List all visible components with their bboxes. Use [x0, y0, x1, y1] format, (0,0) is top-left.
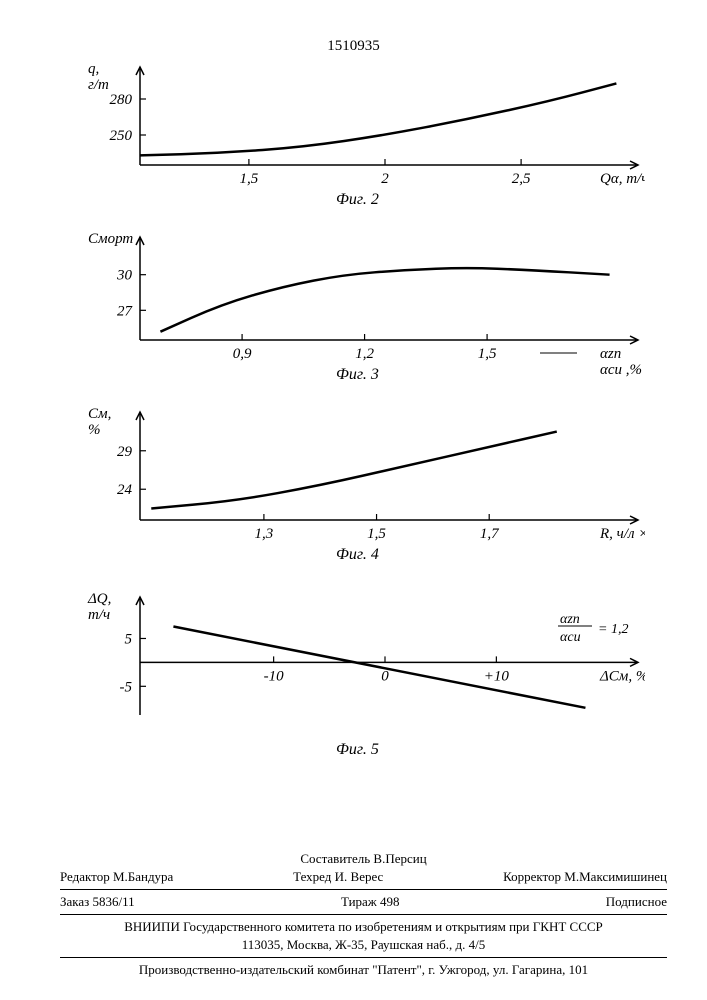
svg-text:αси: αси — [560, 630, 581, 645]
chart-fig4: 24 29 1,3 1,5 1,7 Cм,% R, ч/л × 10⁴ Фиг. 4 — [85, 400, 645, 565]
footer-circulation: Тираж 498 — [341, 894, 400, 910]
svg-text:1,2: 1,2 — [355, 346, 374, 362]
svg-text:т/ч: т/ч — [88, 607, 110, 623]
svg-text:-5: -5 — [120, 679, 133, 695]
svg-text:αzп: αzп — [560, 612, 580, 627]
footer-printer: Производственно-издательский комбинат "П… — [60, 962, 667, 978]
svg-text:Cморт: Cморт — [88, 231, 133, 247]
svg-text:Фиг. 4: Фиг. 4 — [336, 546, 379, 563]
chart-fig5: -5 5 -10 0 +10 ΔQ,т/ч ΔCм, % Фиг. 5 αzп αси = 1,2 — [85, 585, 645, 760]
svg-text:27: 27 — [117, 303, 134, 319]
footer-divider — [60, 914, 667, 915]
svg-text:2: 2 — [381, 171, 389, 187]
svg-text:R, ч/л × 10⁴: R, ч/л × 10⁴ — [599, 526, 645, 542]
svg-text:Фиг. 5: Фиг. 5 — [336, 741, 379, 758]
svg-text:= 1,2: = 1,2 — [598, 622, 628, 637]
footer-compiler: Составитель В.Персиц — [60, 851, 667, 867]
svg-text:1,5: 1,5 — [240, 171, 259, 187]
page-number: 1510935 — [0, 38, 707, 55]
svg-text:ΔQ,: ΔQ, — [87, 591, 111, 607]
svg-text:1,7: 1,7 — [480, 526, 500, 542]
svg-text:г/т: г/т — [88, 77, 109, 93]
footer-org2: 113035, Москва, Ж-35, Раушская наб., д. … — [60, 937, 667, 953]
footer-techred: Техред И. Верес — [293, 869, 383, 885]
svg-text:5: 5 — [125, 631, 133, 647]
svg-text:Qα, т/ч: Qα, т/ч — [600, 171, 645, 187]
svg-text:ΔCм, %: ΔCм, % — [599, 668, 645, 684]
svg-text:αси ,%: αси ,% — [600, 362, 642, 378]
svg-text:0: 0 — [381, 668, 389, 684]
chart-fig2: 250 280 1,5 2 2,5 q,г/т Qα, т/ч Фиг. 2 — [85, 55, 645, 210]
footer-block: Составитель В.Персиц Редактор М.Бандура … — [60, 849, 667, 980]
svg-text:24: 24 — [117, 482, 133, 498]
svg-text:1,3: 1,3 — [255, 526, 274, 542]
footer-divider — [60, 889, 667, 890]
svg-text:280: 280 — [110, 92, 133, 108]
svg-text:Фиг. 2: Фиг. 2 — [336, 191, 379, 208]
svg-text:q,: q, — [88, 61, 99, 77]
footer-org1: ВНИИПИ Государственного комитета по изоб… — [60, 919, 667, 935]
footer-order: Заказ 5836/11 — [60, 894, 135, 910]
svg-text:250: 250 — [110, 128, 133, 144]
svg-text:2,5: 2,5 — [512, 171, 531, 187]
svg-text:30: 30 — [116, 268, 133, 284]
svg-text:αzп: αzп — [600, 346, 621, 362]
svg-text:+10: +10 — [484, 668, 510, 684]
footer-divider — [60, 957, 667, 958]
chart-fig3: 27 30 0,9 1,2 1,5 Cморт αzпαси ,% Фиг. 3 — [85, 225, 645, 385]
svg-text:1,5: 1,5 — [478, 346, 497, 362]
svg-text:-10: -10 — [264, 668, 284, 684]
svg-text:0,9: 0,9 — [233, 346, 252, 362]
svg-text:Cм,: Cм, — [88, 406, 111, 422]
svg-text:%: % — [88, 422, 101, 438]
svg-text:1,5: 1,5 — [367, 526, 386, 542]
footer-subscription: Подписное — [606, 894, 667, 910]
footer-corrector: Корректор М.Максимишинец — [503, 869, 667, 885]
footer-editor: Редактор М.Бандура — [60, 869, 173, 885]
svg-text:29: 29 — [117, 444, 133, 460]
svg-text:Фиг. 3: Фиг. 3 — [336, 366, 379, 383]
